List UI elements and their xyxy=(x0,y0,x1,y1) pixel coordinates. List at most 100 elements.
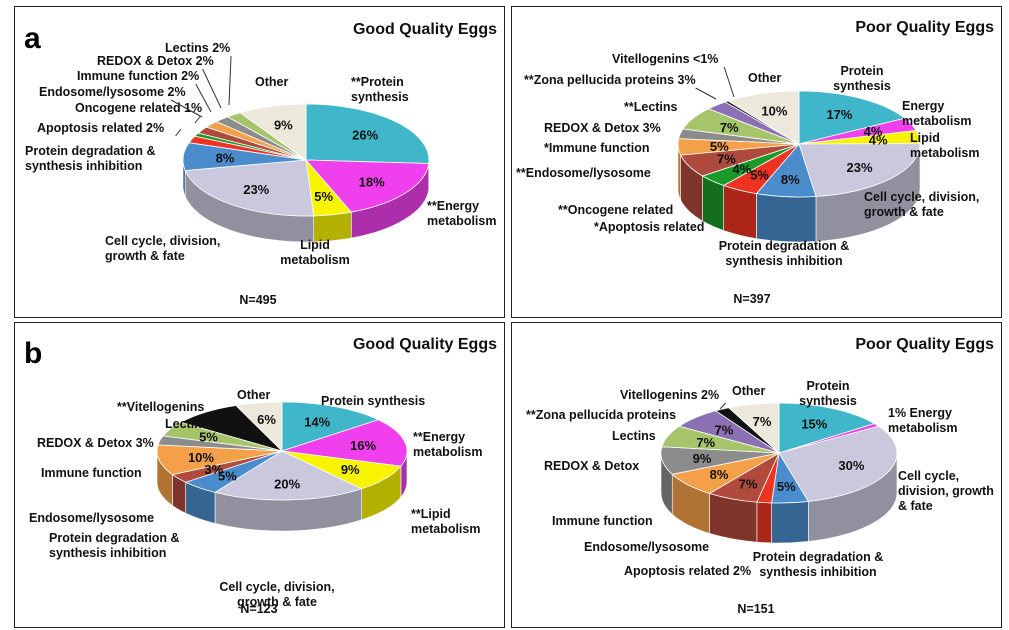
pie-slice-other xyxy=(235,401,283,452)
pct-labels: 15%30%5%7%8%9%7%7%7% xyxy=(693,414,865,494)
chart-title: Poor Quality Eggs xyxy=(855,19,994,36)
category-label-endosome-lysosome: **Endosome/lysosome xyxy=(516,166,651,180)
category-label-other: Other xyxy=(732,384,765,398)
pct-label-protein-synthesis: 26% xyxy=(352,128,378,143)
category-label-immune-function: Immune function xyxy=(552,514,653,528)
category-label-endosome-lysosome: Endosome/lysosome xyxy=(584,540,709,554)
category-label-apoptosis-related: *Apoptosis related xyxy=(594,220,704,234)
pie-slice-protein-synthesis xyxy=(778,402,876,454)
sample-size-label: N=123 xyxy=(240,602,277,616)
category-label-lectins: Lectins xyxy=(612,429,656,443)
pie-side-apoptosis-related xyxy=(756,501,772,544)
pie-slice-cell-cycle-division-growth-fate xyxy=(184,159,315,217)
leader-line-lectins xyxy=(228,55,232,106)
category-label-protein-degradation-synthesis-inhibition: Protein degradation & synthesis inhibitio… xyxy=(753,550,884,579)
category-label-redox-detox: REDOX & Detox 3% xyxy=(544,121,661,135)
category-label-protein-degradation-synthesis-inhibition: Protein degradation & synthesis inhibitio… xyxy=(49,531,180,560)
panel-b-good: 14% 16% 9% 20% 5% 3% 10% 5% 9% 6% Protein synthesi… xyxy=(14,322,505,628)
chart-title: Good Quality Eggs xyxy=(353,336,497,353)
category-label-apoptosis-related: Apoptosis related 2% xyxy=(624,564,751,578)
pie-side-apoptosis-related xyxy=(723,185,757,239)
category-label-immune-function: Immune function 2% xyxy=(77,69,199,83)
pct-label-protein-degradation-synthesis-inhibition: 5% xyxy=(777,479,796,494)
pie-chart-a-good: 26% 18% 5% 23% 8% 9% **Protein synthesis **Energ… xyxy=(25,21,497,307)
pie-slice-cell-cycle-division-growth-fate xyxy=(798,143,921,197)
section-letter-a: a xyxy=(24,22,41,55)
leader-line-redox-detox xyxy=(202,68,222,109)
category-label-vitellogenins: **Vitellogenins xyxy=(117,400,204,414)
pct-label-protein-synthesis: 15% xyxy=(801,417,827,432)
category-label-other: Other xyxy=(255,75,288,89)
pct-label-other: 10% xyxy=(761,104,787,119)
pie-sides xyxy=(660,452,898,544)
pie-slice-energy-metabolism xyxy=(281,419,408,467)
category-label-oncogene-related: Oncogene related 1% xyxy=(75,101,202,115)
pct-label-cell-cycle-division-growth-fate: 23% xyxy=(846,160,872,175)
pie-top xyxy=(660,402,898,504)
pct-label-other: 6% xyxy=(257,412,276,427)
pct-label-cell-cycle-division-growth-fate: 20% xyxy=(274,476,300,491)
sample-size-label: N=397 xyxy=(733,292,770,306)
category-label-endosome-lysosome: Endosome/lysosome 2% xyxy=(39,85,186,99)
pct-label-energy-metabolism: 16% xyxy=(350,438,376,453)
leader-line-vitellogenins xyxy=(719,402,726,410)
pie-sides xyxy=(156,450,408,532)
category-label-oncogene-related: **Oncogene related xyxy=(558,203,673,217)
leader-line-vitellogenins xyxy=(723,66,735,98)
pct-label-protein-synthesis: 17% xyxy=(826,107,852,122)
category-label-lipid-metabolism: **Lipid metabolism xyxy=(411,507,480,536)
category-label-immune-function: Immune function xyxy=(41,466,142,480)
pct-label-protein-degradation-synthesis-inhibition: 5% xyxy=(218,468,237,483)
pct-label-cell-cycle-division-growth-fate: 23% xyxy=(243,182,269,197)
category-label-cell-cycle-division-growth-fate: Cell cycle, division, growth & fate xyxy=(105,234,220,263)
pct-label-lectins: 7% xyxy=(696,435,715,450)
category-label-lectins: Lectins xyxy=(165,417,209,431)
category-label-protein-synthesis: Protein synthesis xyxy=(321,394,425,408)
pct-label-lipid-metabolism: 9% xyxy=(341,462,360,477)
pie-slice-other xyxy=(239,103,307,161)
pct-label-oncogene-related: 4% xyxy=(732,161,751,176)
pie-top xyxy=(156,401,408,501)
category-label-redox-detox: REDOX & Detox 3% xyxy=(37,436,154,450)
pie-chart-a-poor: 17%4%4%23%8%5%4%7%5%7%10%Protein synthesi… xyxy=(516,19,994,306)
pct-label-immune-function: 5% xyxy=(710,139,729,154)
chart-title: Poor Quality Eggs xyxy=(855,336,994,353)
pct-label-lipid-metabolism: 4% xyxy=(869,132,888,147)
leader-line-zona-pellucida-proteins xyxy=(695,87,717,100)
category-label-lipid-metabolism: Lipid metabolism xyxy=(280,238,349,267)
category-label-energy-metabolism: **Energy metabolism xyxy=(427,199,496,228)
category-label-endosome-lysosome: Endosome/lysosome xyxy=(29,511,154,525)
panel-a-good: 26% 18% 5% 23% 8% 9% **Protein synthesis **Energ… xyxy=(14,6,505,318)
chart-title: Good Quality Eggs xyxy=(353,21,497,38)
pct-labels: 26% 18% 5% 23% 8% 9% xyxy=(216,118,386,205)
pct-label-protein-degradation-synthesis-inhibition: 8% xyxy=(216,151,235,166)
pie-top xyxy=(182,103,430,217)
pct-label-apoptosis-related: 5% xyxy=(750,167,769,182)
pie-slice-protein-synthesis xyxy=(281,401,380,452)
category-label-zona-pellucida-proteins: **Zona pellucida proteins xyxy=(526,408,676,422)
leader-line-endosome-lysosome xyxy=(170,99,203,118)
category-labels: Protein synthesis 1% Energy metabolism Cell … xyxy=(526,379,994,579)
category-label-zona-pellucida-proteins: **Zona pellucida proteins 3% xyxy=(524,73,696,87)
pct-label-immune-function: 8% xyxy=(710,467,729,482)
pct-label-other: 9% xyxy=(274,118,293,133)
category-label-lectins: Lectins 2% xyxy=(165,41,230,55)
category-label-vitellogenins: Vitellogenins 2% xyxy=(620,388,719,402)
pct-labels: 17%4%4%23%8%5%4%7%5%7%10% xyxy=(710,104,888,187)
category-label-other: Other xyxy=(748,71,781,85)
sample-size-label: N=495 xyxy=(239,293,276,307)
category-label-protein-degradation-synthesis-inhibition: Protein degradation & synthesis inhibitio… xyxy=(25,144,156,173)
panel-a-poor: 17% 4% 4% 23% 8% 5% 4% 7% 5% 7% 10% Protein synthesi… xyxy=(511,6,1002,318)
pie-slice-cell-cycle-division-growth-fate xyxy=(214,450,363,501)
pie-slice-immune-function xyxy=(156,444,283,476)
category-label-lectins: **Lectins xyxy=(624,100,678,114)
category-label-immune-function: *Immune function xyxy=(544,141,650,155)
pct-label-cell-cycle-division-growth-fate: 30% xyxy=(838,458,864,473)
leader-line-apoptosis-related xyxy=(175,128,182,137)
pct-label-immune-function: 10% xyxy=(188,450,214,465)
pie-slice-protein-synthesis xyxy=(305,103,430,164)
pie-chart-b-good: 14%16%9%20%5%3%10%5%9% 6%Protein synthesi… xyxy=(29,336,497,616)
pct-label-energy-metabolism: 18% xyxy=(359,175,385,190)
panel-b-poor: 15% 30% 5% 7% 8% 9% 7% 7% 7% Protein synthesis 1% E… xyxy=(511,322,1002,628)
